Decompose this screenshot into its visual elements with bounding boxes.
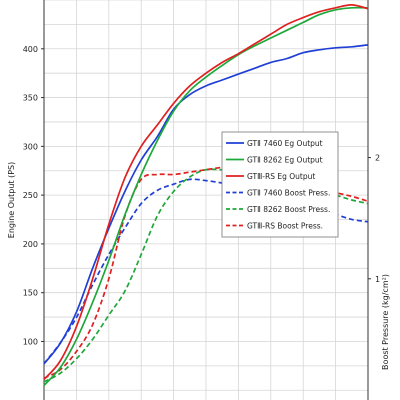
- legend-entry: GTⅢ-RS Boost Press.: [247, 222, 323, 231]
- y2-tick-label: 2: [375, 154, 380, 163]
- y-tick-label: 200: [23, 240, 38, 249]
- legend-entry: GTⅢ-RS Eg Output: [247, 172, 315, 181]
- y-tick-label: 300: [23, 142, 38, 151]
- y-tick-label: 150: [23, 289, 38, 298]
- legend-entry: GTⅡ 7460 Boost Press.: [247, 189, 330, 198]
- tick-labels: 100 150 200 250 300 350 400 1 2: [23, 45, 380, 347]
- y-axis-title: Engine Output (PS): [7, 162, 16, 238]
- series-line-2: [43, 6, 369, 386]
- axes: [43, 0, 369, 400]
- y-tick-label: 250: [23, 191, 38, 200]
- y-tick-label: 400: [23, 45, 38, 54]
- y-tick-label: 100: [23, 337, 38, 346]
- y2-axis-title: Boost Pressure (kg/cm²): [381, 274, 390, 370]
- series-lines: [43, 4, 369, 386]
- legend-box: [221, 131, 339, 238]
- series-line-3: [43, 4, 369, 381]
- legend: GTⅡ 7460 Eg Output GTⅡ 8262 Eg Output GTⅢ-…: [221, 131, 339, 238]
- legend-entry: GTⅡ 8262 Eg Output: [247, 156, 323, 165]
- legend-entry: GTⅡ 8262 Boost Press.: [247, 205, 330, 214]
- y2-tick-label: 1: [375, 275, 380, 284]
- legend-entry: GTⅡ 7460 Eg Output: [247, 139, 323, 148]
- series-line-1: [43, 44, 369, 365]
- y-tick-label: 350: [23, 94, 38, 103]
